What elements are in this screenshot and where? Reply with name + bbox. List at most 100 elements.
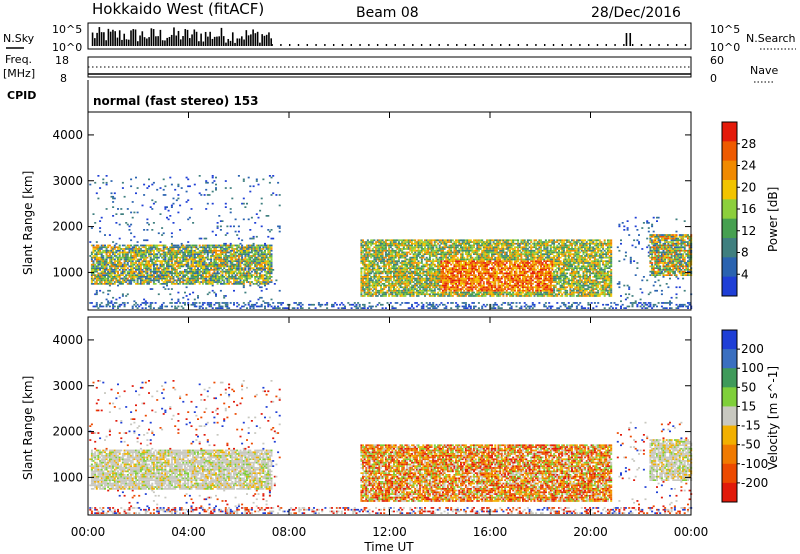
heatmap-cell — [420, 248, 423, 250]
heatmap-cell — [105, 298, 108, 301]
heatmap-cell — [448, 258, 451, 261]
heatmap-cell — [231, 272, 234, 275]
heatmap-cell — [201, 302, 204, 304]
heatmap-cell — [177, 298, 180, 301]
heatmap-cell — [154, 277, 157, 280]
heatmap-cell — [244, 277, 247, 280]
heatmap-cell — [270, 269, 273, 271]
heatmap-cell — [445, 307, 448, 309]
heatmap-cell — [144, 244, 147, 247]
heatmap-cell — [264, 263, 266, 266]
heatmap-cell — [420, 272, 423, 275]
heatmap-cell — [260, 202, 263, 205]
heatmap-cell — [224, 270, 227, 273]
heatmap-cell — [249, 246, 252, 249]
heatmap-cell — [131, 260, 134, 262]
heatmap-cell — [481, 289, 484, 292]
heatmap-cell — [255, 246, 258, 249]
heatmap-cell — [241, 277, 244, 280]
heatmap-cell — [205, 251, 208, 254]
heatmap-cell — [366, 284, 369, 287]
heatmap-cell — [414, 249, 417, 252]
heatmap-cell — [237, 269, 240, 271]
heatmap-cell — [136, 249, 139, 252]
heatmap-cell — [193, 281, 196, 283]
heatmap-cell — [435, 244, 438, 247]
heatmap-cell — [264, 281, 266, 283]
heatmap-cell — [175, 265, 178, 268]
heatmap-cell — [388, 246, 391, 249]
heatmap-cell — [428, 284, 431, 287]
heatmap-cell — [198, 272, 201, 275]
heatmap-cell — [159, 272, 162, 275]
heatmap-cell — [139, 249, 142, 252]
heatmap-cell — [135, 192, 137, 195]
heatmap-cell — [425, 263, 428, 266]
heatmap-cell — [146, 248, 149, 250]
heatmap-cell — [438, 246, 441, 249]
heatmap-cell — [411, 277, 413, 280]
heatmap-cell — [450, 277, 453, 280]
heatmap-cell — [231, 197, 234, 200]
heatmap-cell — [244, 248, 247, 250]
heatmap-cell — [389, 244, 392, 247]
heatmap-cell — [226, 246, 229, 249]
heatmap-cell — [206, 244, 209, 247]
heatmap-cell — [249, 276, 252, 278]
heatmap-cell — [170, 256, 173, 259]
heatmap-cell — [135, 283, 137, 285]
heatmap-cell — [468, 262, 471, 264]
heatmap-cell — [391, 255, 394, 257]
heatmap-cell — [149, 246, 152, 249]
heatmap-cell — [450, 270, 453, 273]
heatmap-cell — [378, 272, 381, 275]
heatmap-cell — [461, 286, 464, 289]
heatmap-cell — [141, 251, 144, 254]
heatmap-cell — [216, 253, 219, 255]
heatmap-cell — [242, 251, 245, 254]
heatmap-cell — [162, 276, 165, 278]
heatmap-cell — [102, 244, 105, 247]
heatmap-cell — [211, 289, 214, 292]
heatmap-cell — [466, 249, 469, 252]
heatmap-cell — [422, 277, 425, 280]
heatmap-cell — [190, 244, 193, 247]
heatmap-cell — [448, 293, 451, 296]
heatmap-cell — [409, 258, 412, 261]
heatmap-cell — [432, 260, 435, 262]
heatmap-cell — [264, 267, 266, 269]
heatmap-cell — [389, 269, 392, 271]
heatmap-cell — [409, 272, 412, 275]
heatmap-cell — [415, 267, 418, 269]
heatmap-cell — [260, 274, 263, 276]
heatmap-cell — [107, 283, 110, 285]
heatmap-cell — [213, 272, 216, 275]
heatmap-cell — [460, 262, 462, 264]
heatmap-cell — [159, 274, 162, 276]
heatmap-cell — [394, 276, 397, 278]
heatmap-cell — [430, 253, 433, 255]
heatmap-cell — [223, 262, 226, 264]
heatmap-cell — [393, 279, 395, 282]
heatmap-cell — [231, 267, 234, 269]
heatmap-cell — [424, 248, 426, 250]
heatmap-cell — [389, 288, 392, 290]
heatmap-cell — [115, 302, 118, 304]
heatmap-cell — [139, 269, 142, 271]
heatmap-cell — [370, 305, 373, 308]
heatmap-cell — [373, 265, 376, 268]
heatmap-cell — [187, 263, 190, 266]
heatmap-cell — [170, 283, 173, 285]
heatmap-cell — [190, 246, 193, 249]
heatmap-cell — [285, 307, 288, 309]
heatmap-cell — [136, 251, 139, 254]
heatmap-cell — [417, 279, 420, 282]
heatmap-cell — [414, 262, 417, 264]
heatmap-cell — [241, 248, 244, 250]
heatmap-cell — [362, 267, 364, 269]
heatmap-cell — [188, 279, 191, 282]
heatmap-cell — [244, 263, 247, 266]
heatmap-cell — [363, 281, 366, 283]
heatmap-cell — [365, 263, 368, 266]
heatmap-cell — [469, 244, 472, 247]
